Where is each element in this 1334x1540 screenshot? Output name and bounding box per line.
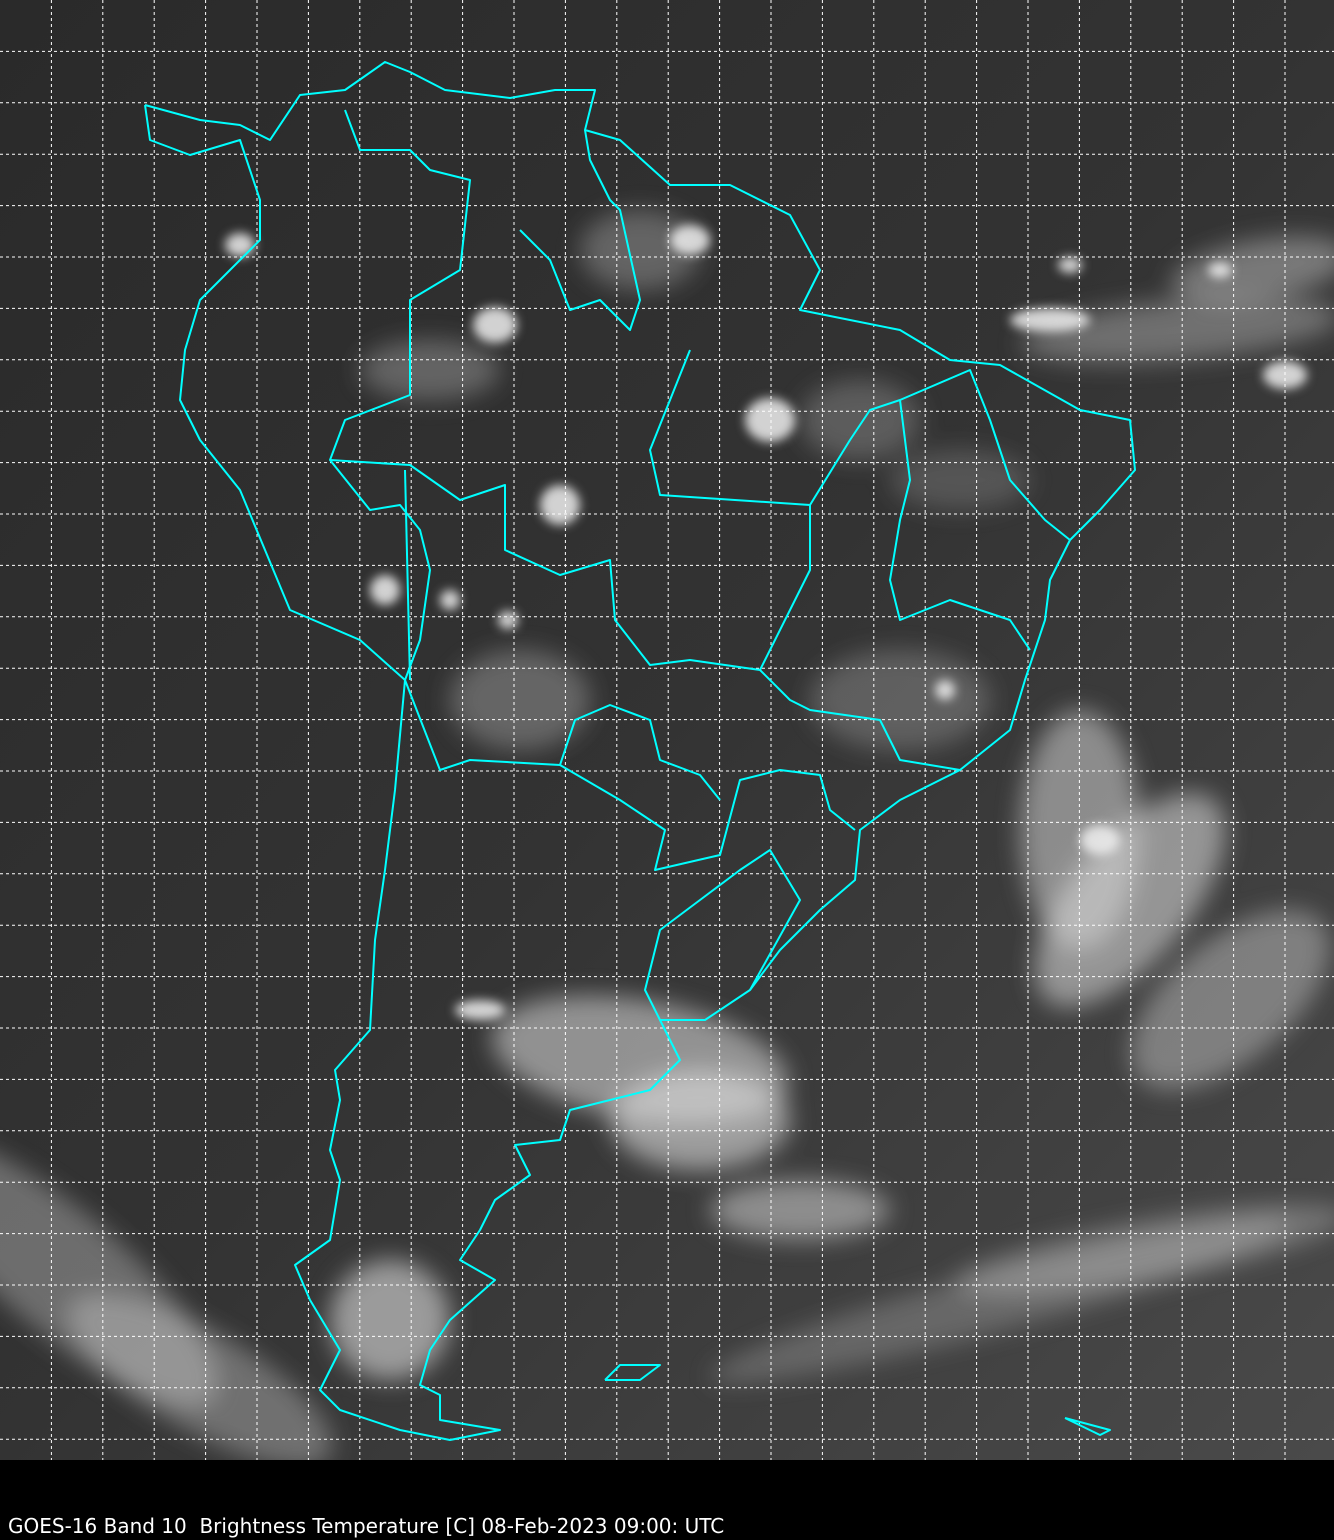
cloud-mass <box>800 380 920 460</box>
country-border <box>404 679 856 871</box>
country-border <box>559 704 721 801</box>
cloud-mass <box>1020 297 1334 363</box>
convective-cell <box>745 398 795 442</box>
convective-cell <box>473 307 517 343</box>
convective-cell <box>1080 825 1120 855</box>
convective-cell <box>670 225 710 255</box>
cloud-mass <box>580 210 700 290</box>
figure-caption: GOES-16 Band 10 Brightness Temperature [… <box>8 1514 725 1538</box>
cloud-mass <box>1171 236 1334 304</box>
cloud-mass <box>710 1217 1290 1383</box>
cloud-mass <box>1020 710 1140 950</box>
convective-cell <box>498 611 518 629</box>
convective-cell <box>1058 257 1082 273</box>
south-georgia-outline <box>1064 1417 1111 1436</box>
falkland-islands-outline <box>604 1364 661 1381</box>
cloud-mass <box>1130 910 1330 1090</box>
convective-cell <box>1208 262 1232 278</box>
cloud-mass <box>450 650 590 750</box>
cloud-mass <box>810 650 990 750</box>
convective-cell <box>440 590 460 610</box>
graticule <box>0 0 1334 1460</box>
cloud-mass <box>330 1260 450 1380</box>
country-border <box>644 849 801 1021</box>
cloud-mass <box>1034 793 1226 1007</box>
convective-cell <box>1010 308 1090 332</box>
country-border <box>404 469 411 681</box>
cloud-mass <box>710 1180 890 1240</box>
convective-cell <box>455 1000 505 1020</box>
coastlines-and-borders <box>144 61 1136 1441</box>
convective-cell <box>370 575 400 605</box>
country-border <box>329 109 471 681</box>
cloud-layer <box>0 210 1334 1460</box>
cloud-mass <box>610 1070 790 1170</box>
satellite-map <box>0 0 1334 1460</box>
continent-coastline <box>144 61 1136 1441</box>
convective-cell <box>225 233 255 257</box>
convective-cell <box>540 485 580 525</box>
cloud-mass <box>360 340 500 400</box>
country-border <box>759 669 961 771</box>
country-border <box>889 399 1031 651</box>
convective-cloud-layer <box>225 225 1307 1020</box>
country-border <box>329 349 811 671</box>
country-border <box>809 369 1071 541</box>
country-border <box>519 129 641 331</box>
convective-cell <box>935 680 955 700</box>
